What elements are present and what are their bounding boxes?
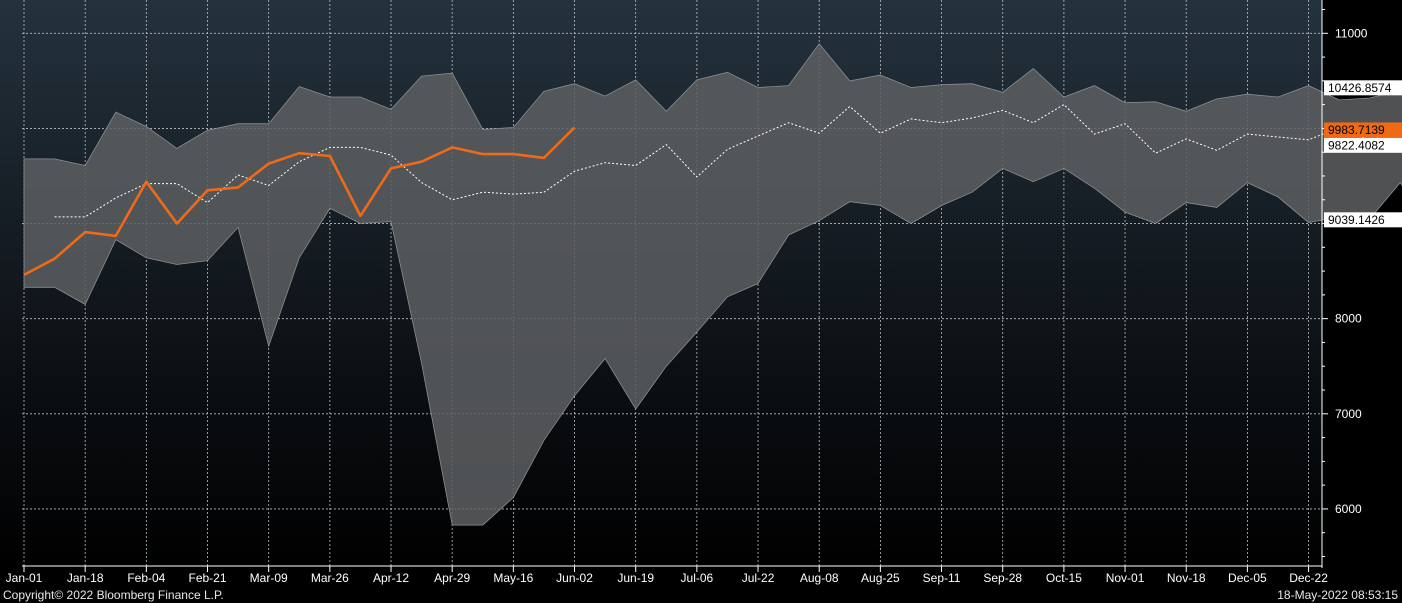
- x-tick-label: Apr-29: [434, 571, 470, 585]
- x-tick-label: Aug-25: [861, 571, 900, 585]
- value-tag-box: [1324, 137, 1402, 153]
- footer-background: [0, 566, 1322, 603]
- value-tag-box: [1324, 122, 1402, 138]
- value-tag-box: [1324, 80, 1402, 96]
- x-tick-label: Feb-04: [127, 571, 165, 585]
- range-band: [23, 43, 1402, 526]
- x-tick-label: May-16: [493, 571, 533, 585]
- series-group: [23, 104, 1402, 277]
- copyright-text: Copyright© 2022 Bloomberg Finance L.P.: [3, 588, 224, 602]
- x-tick-label: Sep-28: [983, 571, 1022, 585]
- y-tick-label: 7000: [1335, 407, 1362, 421]
- x-tick-label: Jan-01: [6, 571, 43, 585]
- y-tick-label: 11000: [1335, 26, 1368, 40]
- x-tick-label: Oct-15: [1046, 571, 1082, 585]
- x-tick-label: Mar-09: [250, 571, 288, 585]
- x-tick-label: Jan-18: [67, 571, 104, 585]
- x-tick-label: Nov-18: [1167, 571, 1206, 585]
- timestamp-text: 18-May-2022 08:53:15: [1277, 588, 1398, 602]
- x-tick-label: Feb-21: [188, 571, 226, 585]
- x-tick-label: Mar-26: [311, 571, 349, 585]
- x-tick-label: Apr-12: [373, 571, 409, 585]
- x-tick-label: Dec-05: [1228, 571, 1267, 585]
- value-tag-label: 9983.7139: [1328, 123, 1385, 137]
- value-tag-label: 9039.1426: [1328, 213, 1385, 227]
- y-tick-label: 6000: [1335, 502, 1362, 516]
- value-tag: 10426.8574: [1324, 80, 1402, 96]
- value-tag-label: 9822.4082: [1328, 138, 1385, 152]
- x-tick-label: Jun-19: [617, 571, 654, 585]
- value-tag: 9822.4082: [1324, 137, 1402, 153]
- axes: 6000 7000 8000 11000 Jan-01 Jan-18 Feb-04 Feb-2…: [6, 0, 1368, 585]
- x-tick-label: Jul-22: [742, 571, 775, 585]
- current-series-line: [23, 126, 576, 277]
- y-tick-label: 8000: [1335, 312, 1362, 326]
- x-tick-label: Jun-02: [556, 571, 593, 585]
- x-tick-label: Jul-06: [681, 571, 714, 585]
- x-tick-label: Dec-22: [1289, 571, 1328, 585]
- x-tick-label: Sep-11: [923, 571, 961, 585]
- value-tag: 9983.7139: [1324, 122, 1402, 138]
- value-tag-box: [1324, 212, 1402, 228]
- x-tick-label: Aug-08: [800, 571, 839, 585]
- value-tag: 9039.1426: [1324, 212, 1402, 228]
- value-tag-label: 10426.8574: [1328, 81, 1392, 95]
- range-band-area: [23, 43, 1402, 526]
- x-tick-label: Nov-01: [1106, 571, 1145, 585]
